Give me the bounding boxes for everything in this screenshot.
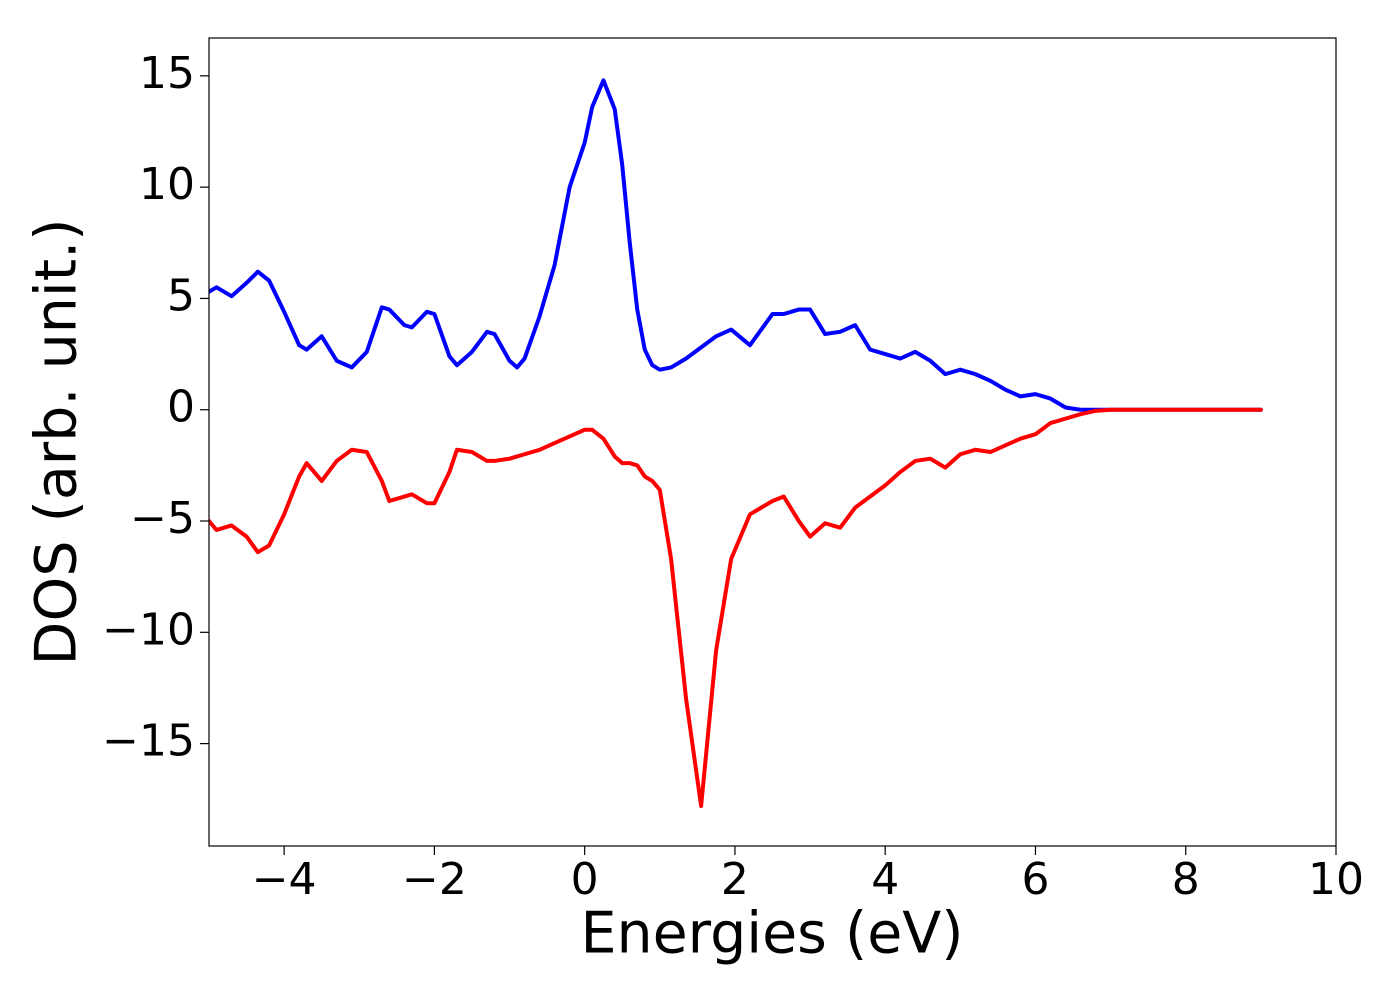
x-tick-label: 10 [1308,854,1364,905]
y-tick-label: −15 [102,716,195,767]
x-tick-label: −4 [252,854,317,905]
y-axis-label: DOS (arb. unit.) [24,219,90,666]
series-line [209,407,1263,808]
x-tick-label: 8 [1172,854,1200,905]
x-tick-label: 0 [571,854,599,905]
x-tick-label: −2 [402,854,467,905]
x-tick-label: 2 [721,854,749,905]
x-axis-label: Energies (eV) [580,901,963,967]
y-tick-label: 5 [167,270,195,321]
y-tick-label: 10 [139,159,195,210]
y-tick-label: 0 [167,382,195,433]
y-tick-label: −10 [102,604,195,655]
y-tick-label: 15 [139,48,195,99]
x-tick-label: 6 [1021,854,1049,905]
series-line [209,78,1263,412]
x-tick-label: 4 [871,854,899,905]
y-tick-label: −5 [130,493,195,544]
plot-frame [208,37,1337,847]
